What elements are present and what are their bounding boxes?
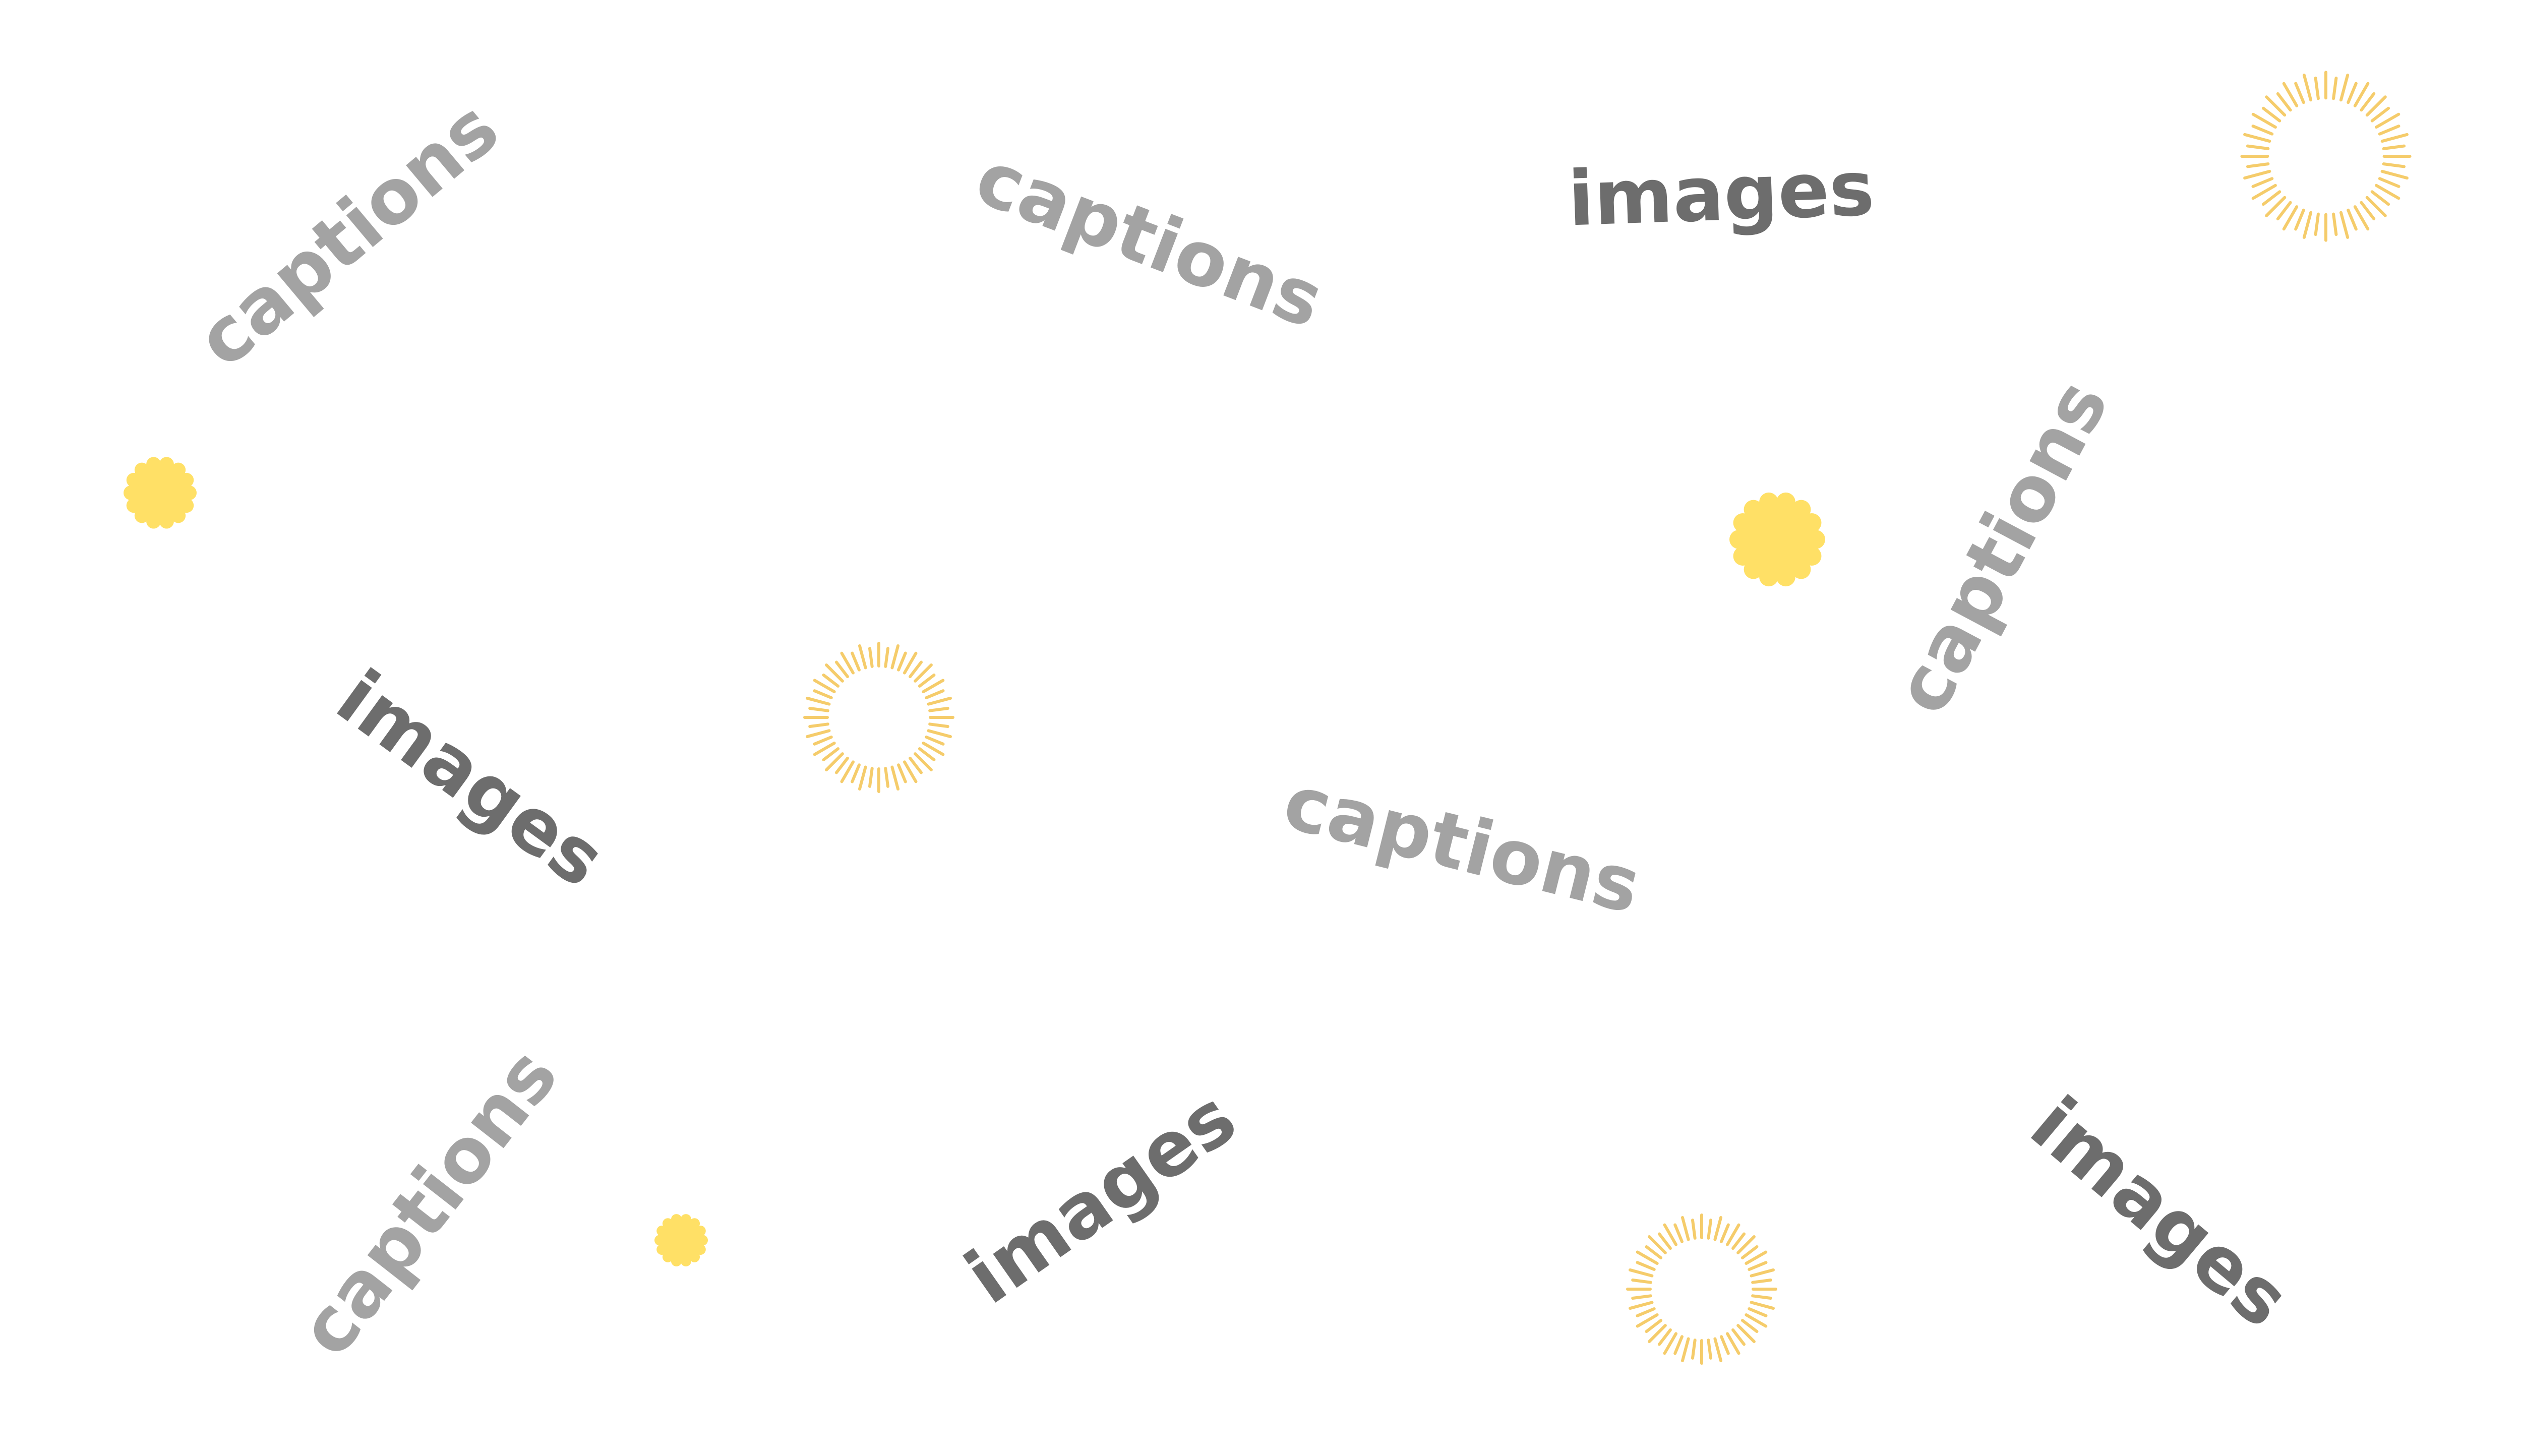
sunburst-ring-icon — [803, 642, 954, 793]
yellow-blob-icon — [1729, 492, 1825, 587]
yellow-blob-icon — [654, 1214, 708, 1266]
sunburst-ring-icon — [1626, 1214, 1777, 1365]
yellow-blob-icon — [124, 457, 197, 529]
images-word-bottom-right: images — [2014, 1080, 2306, 1345]
captions-word-top-left: captions — [181, 84, 515, 385]
images-word-middle-left: images — [321, 653, 621, 904]
images-word-bottom-center: images — [950, 1073, 1252, 1321]
sunburst-ring-icon — [2240, 71, 2412, 242]
captions-word-middle-center: captions — [1275, 758, 1649, 931]
captions-word-right-vertical: captions — [1878, 366, 2126, 728]
captions-word-bottom-left: captions — [282, 1032, 575, 1373]
captions-word-top-center: captions — [964, 133, 1335, 346]
images-word-top-center: images — [1567, 145, 1876, 244]
